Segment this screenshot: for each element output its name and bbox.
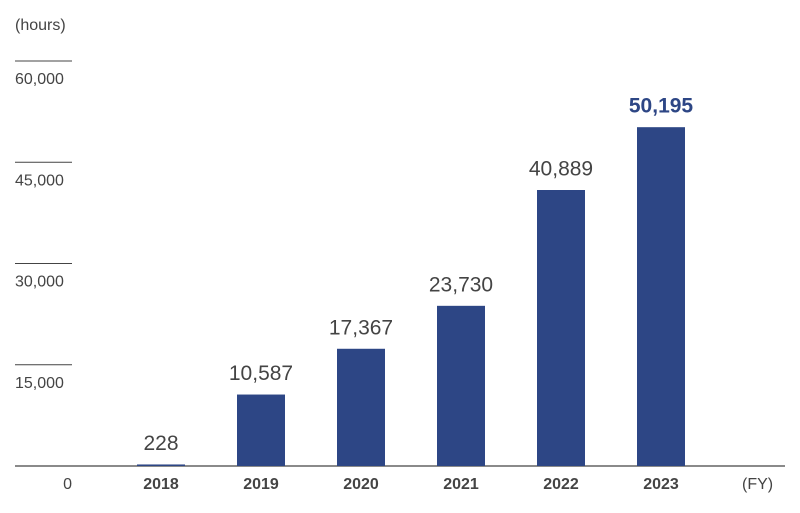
value-label: 228	[143, 432, 178, 455]
y-tick-label: 60,000	[15, 71, 64, 88]
x-tick-label: 2019	[243, 476, 279, 493]
y-tick-label: 45,000	[15, 172, 64, 189]
x-tick-label: 2020	[343, 476, 379, 493]
x-tick-label: 2018	[143, 476, 179, 493]
bar	[637, 127, 685, 466]
y-tick-label: 30,000	[15, 274, 64, 291]
x-tick-label: 2023	[643, 476, 679, 493]
y-axis-label: (hours)	[15, 17, 66, 34]
value-label: 40,889	[529, 158, 593, 181]
bar	[537, 189, 585, 466]
value-label: 23,730	[429, 273, 493, 296]
value-label: 17,367	[329, 316, 393, 339]
value-label: 50,195	[629, 95, 694, 118]
y-tick-label: 0	[63, 476, 72, 493]
x-axis-label: (FY)	[742, 476, 773, 493]
value-label: 10,587	[229, 362, 293, 385]
x-tick-label: 2022	[543, 476, 579, 493]
x-tick-label: 2021	[443, 476, 479, 493]
bar	[437, 305, 485, 466]
y-tick-label: 15,000	[15, 375, 64, 392]
bar	[237, 394, 285, 466]
bar	[137, 464, 185, 466]
bar	[337, 348, 385, 466]
